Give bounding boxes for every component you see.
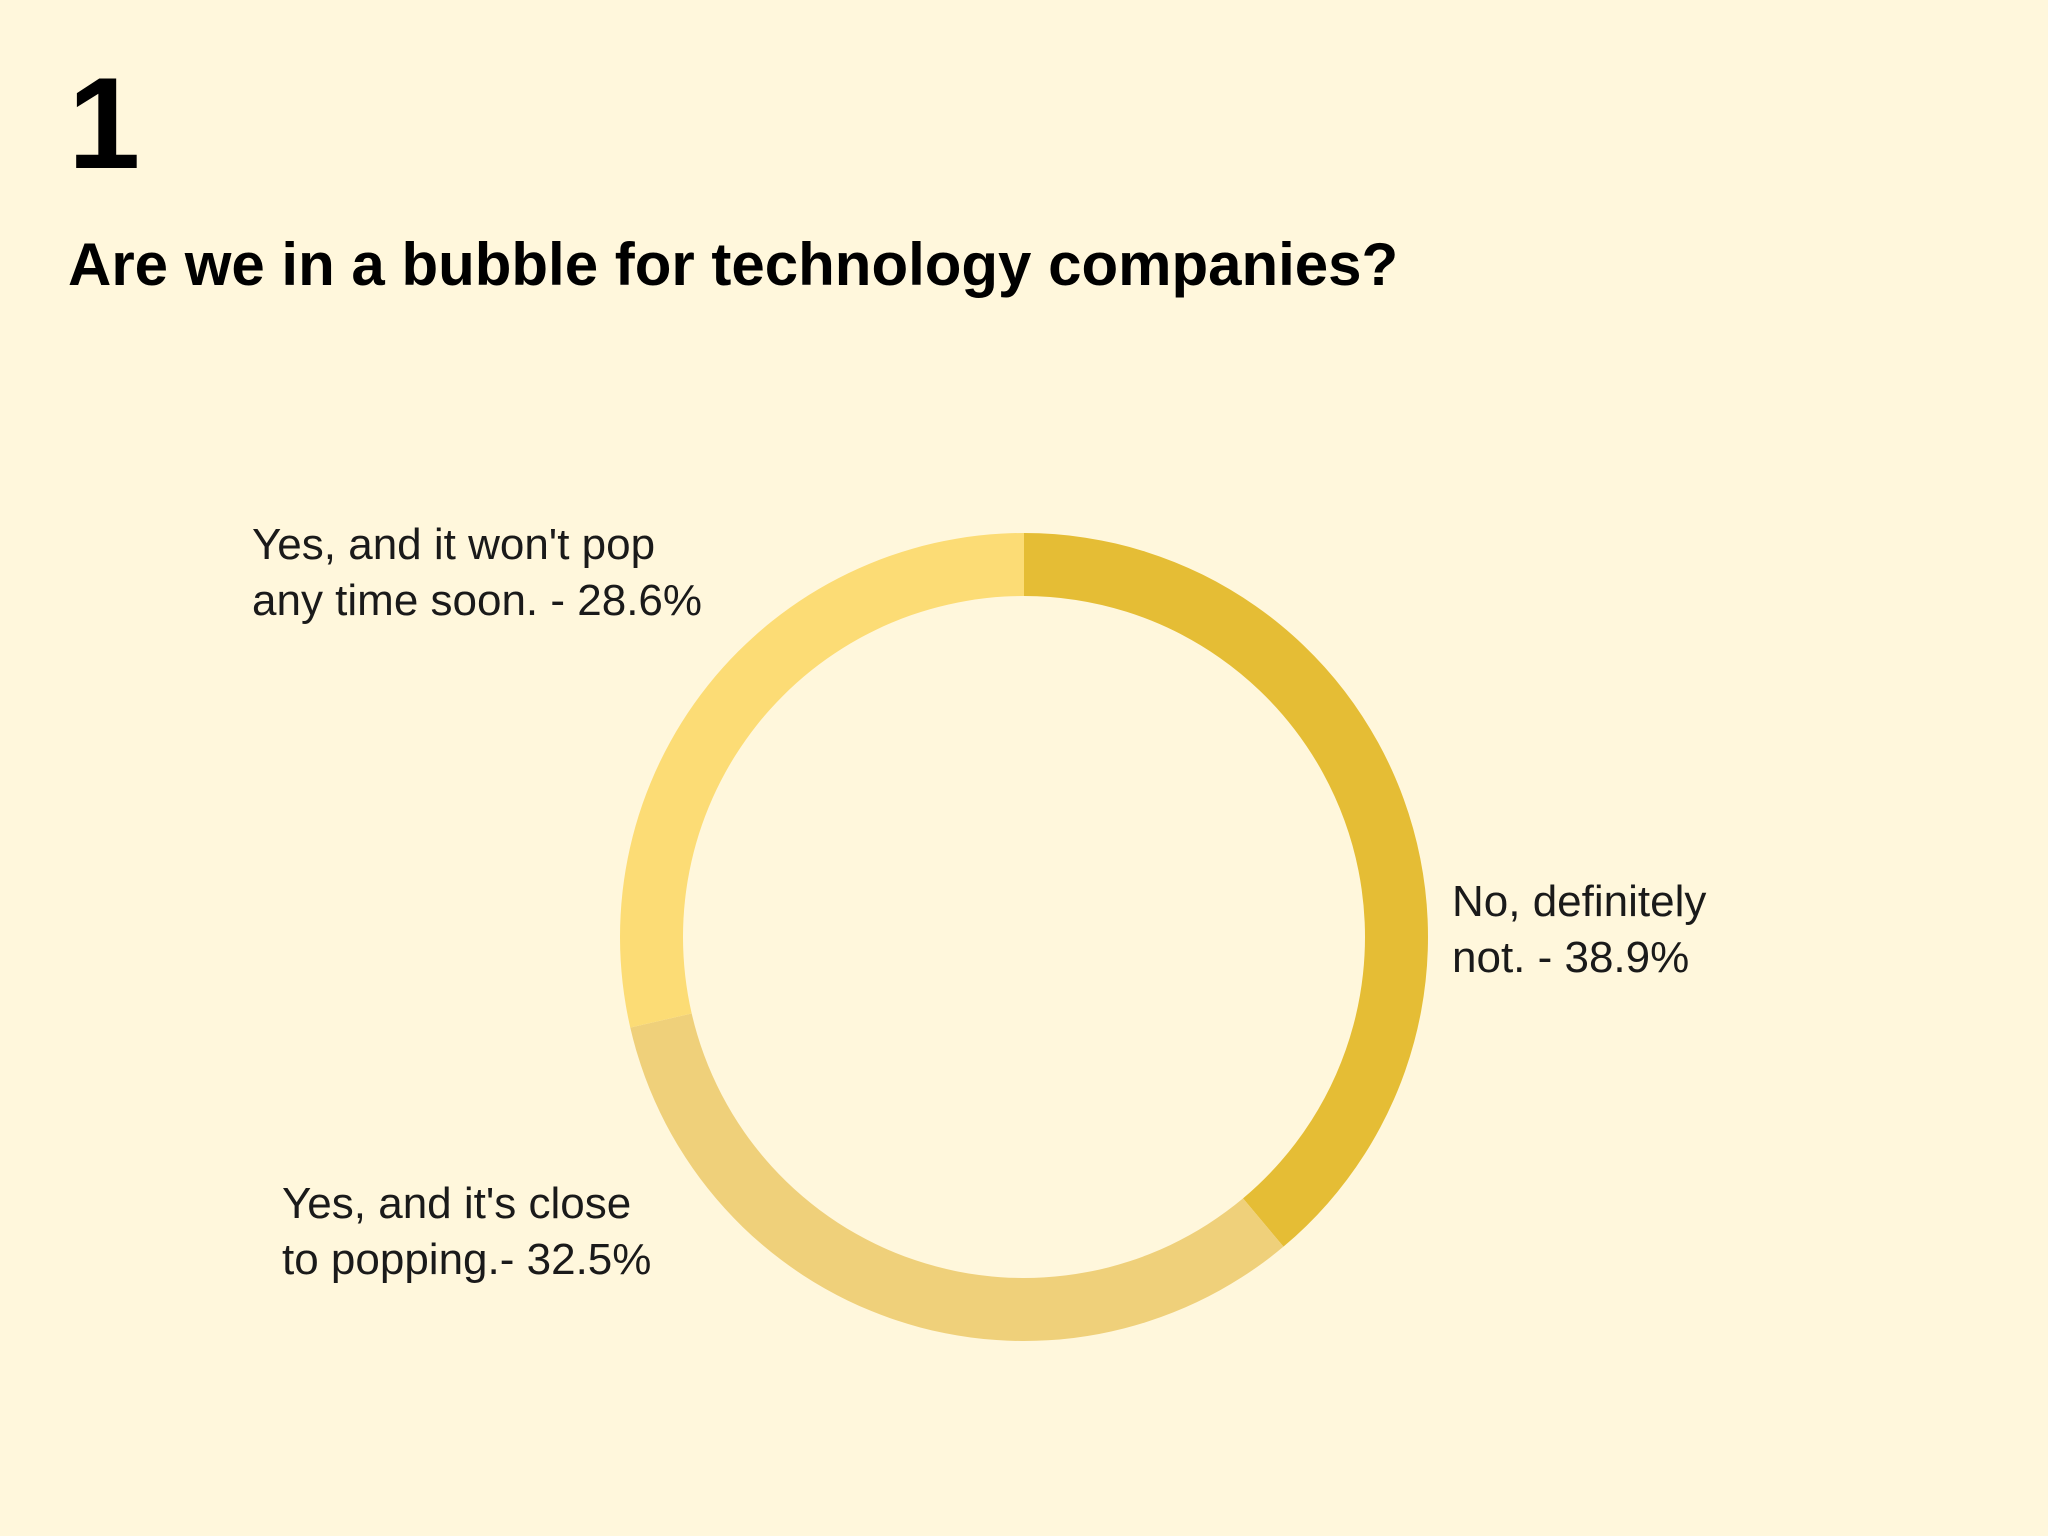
- slice-label-wont-pop-soon: Yes, and it won't pop any time soon. - 2…: [252, 517, 702, 629]
- slice-label-line: any time soon. - 28.6%: [252, 576, 703, 625]
- slice-label-line: Yes, and it won't pop: [252, 520, 656, 569]
- slice-label-line: Yes, and it's close: [282, 1179, 632, 1228]
- question-number: 1: [68, 50, 141, 196]
- chart-title: Are we in a bubble for technology compan…: [68, 231, 1399, 298]
- slice-label-close-to-popping: Yes, and it's close to popping.- 32.5%: [282, 1176, 651, 1288]
- donut-slice-2: [620, 533, 1024, 1028]
- slice-label-line: to popping.- 32.5%: [282, 1235, 652, 1284]
- donut-slice-0: [1024, 533, 1428, 1247]
- slice-label-no-definitely-not: No, definitely not. - 38.9%: [1452, 874, 1706, 986]
- donut-slice-1: [630, 1013, 1284, 1341]
- slice-label-line: not. - 38.9%: [1452, 933, 1690, 982]
- slice-label-line: No, definitely: [1452, 877, 1707, 926]
